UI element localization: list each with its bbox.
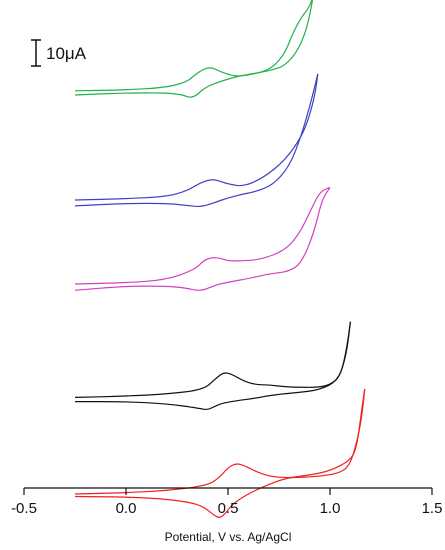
scale-bar-label: 10μA xyxy=(46,44,87,63)
trace-1-reverse xyxy=(74,0,314,98)
x-axis-label: Potential, V vs. Ag/AgCl xyxy=(165,530,292,544)
x-axis: -0.5 0.0 0.5 1.0 1.5 Potential, V vs. Ag/AgC… xyxy=(11,487,442,544)
trace-5-reverse xyxy=(74,388,366,518)
trace-2-reverse xyxy=(74,73,319,208)
x-ticks: -0.5 0.0 0.5 1.0 1.5 xyxy=(11,488,442,517)
x-tick-label: 1.5 xyxy=(422,500,443,517)
trace-3-reverse xyxy=(74,187,331,291)
scale-bar: 10μA xyxy=(31,39,87,67)
trace-4-reverse xyxy=(75,321,351,411)
x-tick-label: 0.0 xyxy=(116,500,137,517)
trace-1-forward xyxy=(74,0,313,92)
x-tick-label: 1.0 xyxy=(320,500,341,517)
trace-2-forward xyxy=(74,73,319,201)
trace-5-forward xyxy=(74,388,366,495)
trace-3-forward xyxy=(74,186,331,285)
trace-4-forward xyxy=(74,321,351,398)
x-tick-label: -0.5 xyxy=(11,500,37,517)
voltammogram-traces xyxy=(74,0,366,518)
x-tick-label: 0.5 xyxy=(218,500,239,517)
